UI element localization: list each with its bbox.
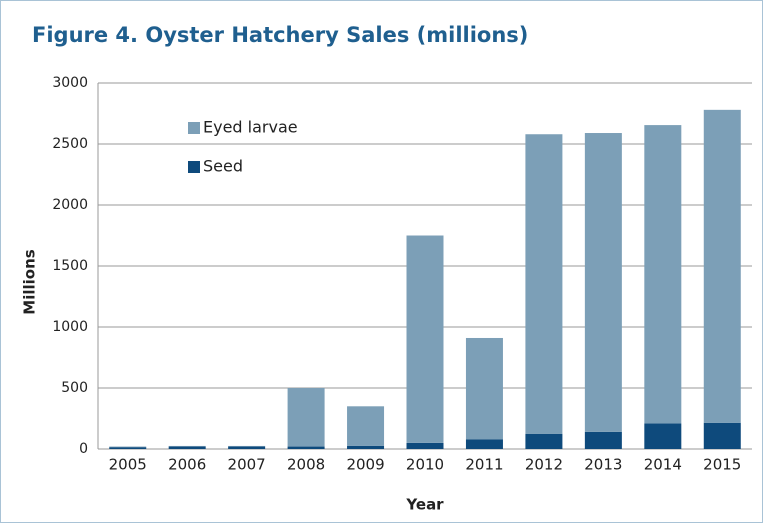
bar-segment	[406, 442, 444, 449]
x-tick-label: 2005	[109, 456, 147, 474]
bar-segment	[406, 235, 444, 443]
bar-segment	[168, 445, 206, 447]
bar-segment	[287, 446, 325, 449]
bar-segment	[703, 109, 741, 423]
y-axis-title: Millions	[21, 249, 39, 314]
chart-title: Figure 4. Oyster Hatchery Sales (million…	[32, 23, 528, 47]
x-tick-label: 2014	[644, 456, 682, 474]
legend-swatch	[188, 161, 200, 173]
bar-segment	[228, 446, 266, 449]
x-tick-label: 2013	[584, 456, 622, 474]
bar-segment	[525, 134, 563, 434]
bar-segment	[109, 446, 147, 448]
bar-segment	[525, 433, 563, 449]
bar-segment	[584, 133, 622, 432]
x-tick-label: 2010	[406, 456, 444, 474]
legend-label: Eyed larvae	[203, 118, 298, 137]
y-tick-label: 0	[79, 441, 88, 457]
x-tick-label: 2009	[346, 456, 384, 474]
bar-segment	[347, 406, 385, 446]
bar-segment	[109, 447, 147, 449]
bar-segment	[465, 337, 503, 440]
legend-label: Seed	[203, 157, 243, 176]
bar-segment	[644, 125, 682, 424]
x-tick-label: 2007	[228, 456, 266, 474]
y-tick-label: 2500	[52, 136, 88, 152]
x-axis-title: Year	[405, 496, 444, 514]
y-tick-label: 2000	[52, 197, 88, 213]
legend-swatch	[188, 122, 200, 134]
bar-segment	[287, 388, 325, 447]
x-tick-label: 2008	[287, 456, 325, 474]
x-tick-label: 2015	[703, 456, 741, 474]
y-tick-label: 3000	[52, 75, 88, 91]
y-tick-label: 1000	[52, 319, 88, 335]
x-tick-label: 2012	[525, 456, 563, 474]
bar-segment	[703, 422, 741, 449]
y-tick-label: 500	[61, 380, 88, 396]
bar-segment	[584, 431, 622, 449]
bar-segment	[228, 445, 266, 447]
x-tick-label: 2006	[168, 456, 206, 474]
bar-segment	[347, 445, 385, 449]
bar-segment	[644, 423, 682, 449]
y-tick-label: 1500	[52, 258, 88, 274]
x-tick-label: 2011	[465, 456, 503, 474]
bar-segment	[168, 446, 206, 449]
bar-segment	[465, 439, 503, 449]
